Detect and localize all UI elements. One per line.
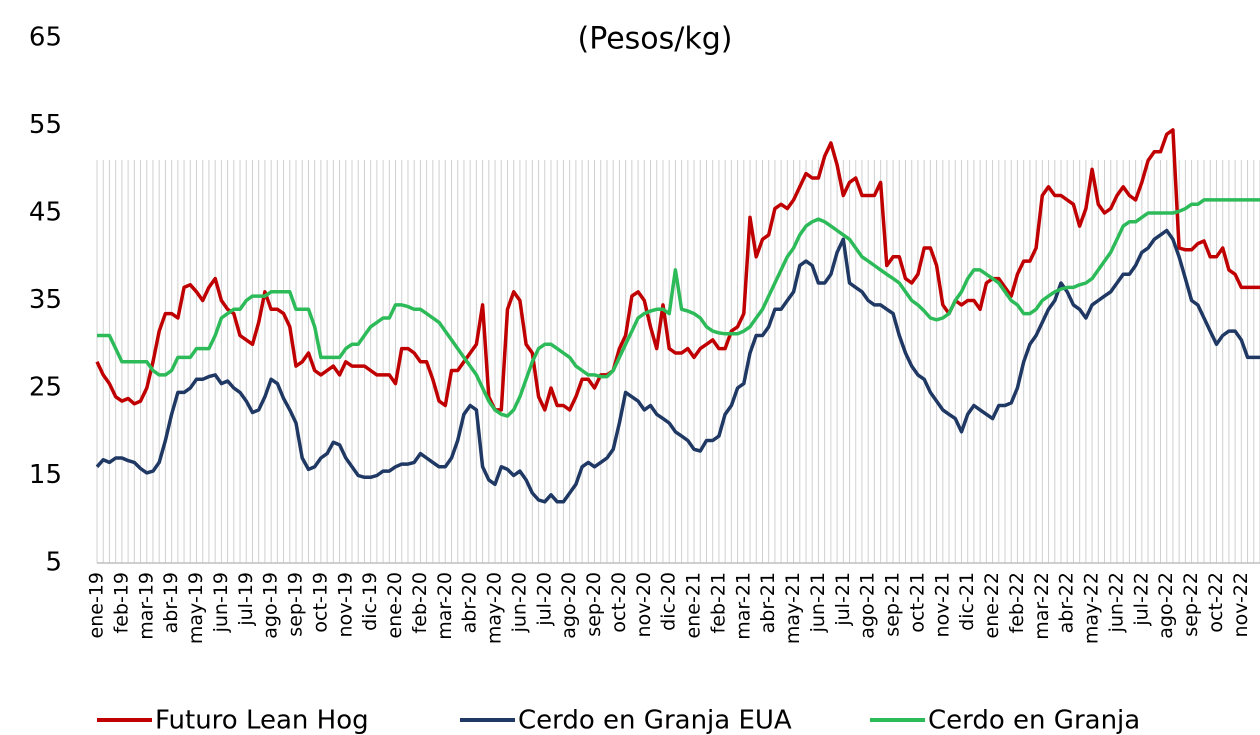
x-tick-label: may-19 (185, 572, 207, 644)
x-tick-label: sep-20 (583, 572, 605, 637)
line-series (95, 228, 1260, 504)
x-tick-label: dic-21 (956, 572, 978, 631)
x-tick-label: ene-19 (86, 572, 108, 638)
x-tick-label: ene-21 (683, 572, 705, 638)
x-tick-label: oct-22 (1205, 572, 1227, 633)
x-tick-label: nov-22 (1230, 572, 1252, 637)
legend-label: Cerdo en Granja (928, 706, 1140, 735)
x-tick-label: sep-19 (285, 572, 307, 637)
y-tick-label: 25 (29, 373, 62, 403)
x-tick-label: abr-19 (160, 572, 182, 633)
x-tick-label: may-20 (484, 572, 506, 644)
x-tick-label: sep-22 (1180, 572, 1202, 637)
x-tick-label: oct-20 (608, 572, 630, 633)
y-tick-label: 5 (45, 548, 62, 578)
x-tick-label: oct-21 (906, 572, 928, 633)
x-tick-label: feb-22 (1006, 572, 1028, 633)
x-tick-label: feb-21 (707, 572, 729, 633)
x-tick-label: feb-19 (110, 572, 132, 633)
x-tick-label: jun-21 (807, 572, 829, 633)
x-tick-label: may-22 (1081, 572, 1103, 644)
y-tick-label: 15 (29, 460, 62, 490)
chart-title: (Pesos/kg) (577, 22, 732, 57)
x-tick-label: jul-22 (1130, 572, 1152, 627)
x-tick-label: abr-21 (757, 572, 779, 633)
x-tick-label: sep-21 (882, 572, 904, 637)
x-tick-label: jun-22 (1105, 572, 1127, 633)
category-grid (96, 160, 1260, 563)
x-tick-label: ene-20 (384, 572, 406, 638)
x-tick-label: nov-21 (931, 572, 953, 637)
x-tick-label: jul-20 (533, 572, 555, 627)
x-tick-label: ago-20 (558, 572, 580, 639)
x-tick-label: may-21 (782, 572, 804, 644)
x-tick-label: dic-19 (359, 572, 381, 631)
x-tick-label: ago-22 (1155, 572, 1177, 639)
legend-label: Cerdo en Granja EUA (518, 706, 792, 735)
x-tick-label: mar-21 (732, 572, 754, 640)
x-tick-label: ago-19 (260, 572, 282, 639)
x-tick-label: mar-20 (434, 572, 456, 640)
x-tick-label: jul-21 (832, 572, 854, 627)
y-tick-label: 35 (29, 285, 62, 315)
x-tick-label: dic-20 (658, 572, 680, 631)
x-tick-label: jun-19 (210, 572, 232, 633)
x-tick-label: abr-20 (459, 572, 481, 633)
y-tick-label: 55 (29, 110, 62, 140)
line-series (97, 198, 1260, 418)
legend-label: Futuro Lean Hog (155, 706, 369, 735)
line-series (95, 128, 1260, 412)
y-tick-label: 65 (29, 23, 62, 53)
x-tick-label: jun-20 (508, 572, 530, 633)
x-tick-label: mar-19 (135, 572, 157, 640)
x-tick-label: abr-22 (1056, 572, 1078, 633)
x-tick-label: mar-22 (1031, 572, 1053, 640)
x-tick-label: jul-19 (235, 572, 257, 627)
x-tick-label: ago-21 (857, 572, 879, 639)
x-tick-label: oct-19 (309, 572, 331, 633)
y-tick-label: 45 (29, 198, 62, 228)
x-tick-label: nov-20 (633, 572, 655, 637)
x-tick-label: feb-20 (409, 572, 431, 633)
x-tick-label: ene-22 (981, 572, 1003, 638)
x-tick-label: nov-19 (334, 572, 356, 637)
